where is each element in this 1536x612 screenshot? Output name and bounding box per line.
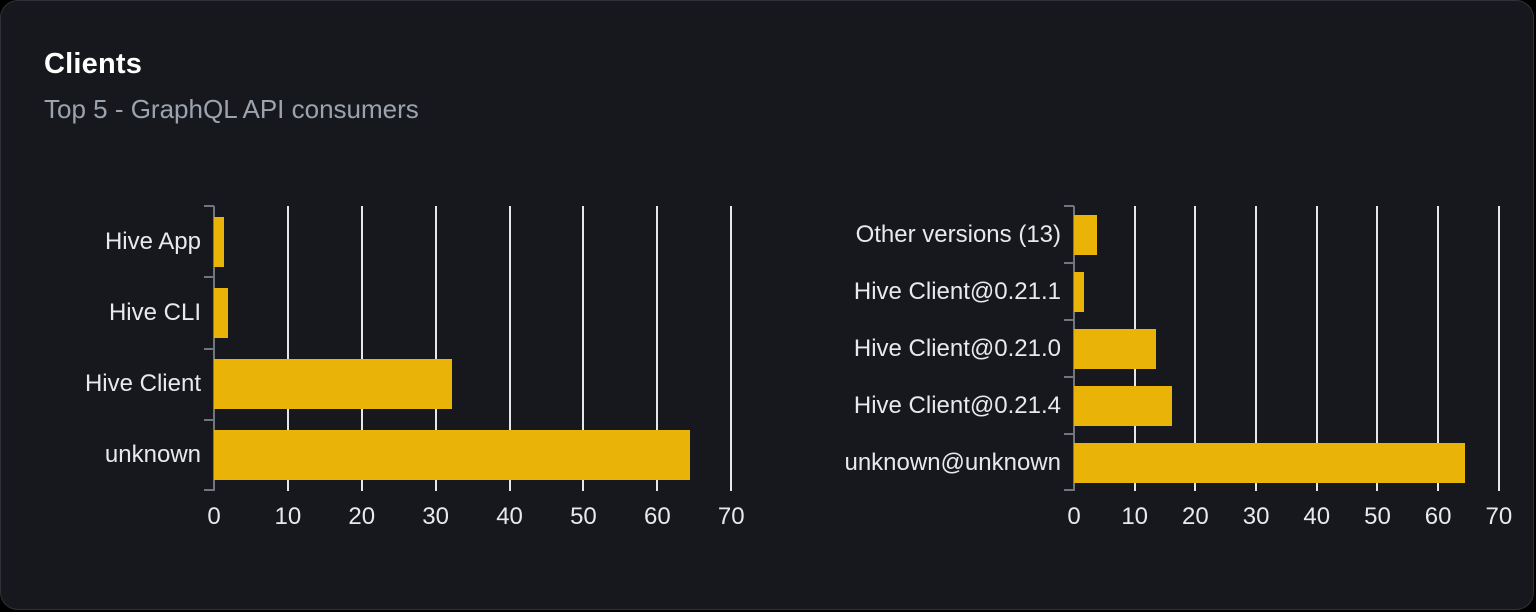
y-axis-label: Other versions (13) [855,220,1061,248]
bar[interactable] [214,359,452,410]
plot-area: 0 10 20 30 40 50 60 70 [1064,205,1512,530]
x-axis-label: 60 [643,503,671,530]
y-axis-label: Hive Client [84,370,201,398]
grid-line [1437,206,1440,491]
y-axis-label: unknown@unknown [844,448,1061,476]
chart-clients-by-version: Other versions (13) Hive Client@0.21.1 Hiv… [844,205,1512,530]
x-axis-label: 40 [496,503,523,530]
y-axis-label: Hive Client@0.21.4 [853,391,1061,419]
grid-line [360,206,363,491]
x-axis-label: 0 [1067,503,1081,530]
y-axis-label: Hive CLI [108,298,201,326]
grid-line [1315,206,1318,491]
y-axis-tick [1064,489,1074,491]
y-axis-tick [1064,205,1074,207]
grid-line [1255,206,1258,491]
card-title: Clients [44,48,143,80]
y-axis-line [213,206,215,491]
x-axis-label: 40 [1303,503,1331,530]
y-axis-label: unknown [104,441,201,469]
grid-line [730,206,733,491]
y-axis-labels: Hive App Hive CLI Hive Client unknown [44,206,214,491]
x-axis-label: 10 [274,503,302,530]
y-axis-tick [204,205,214,207]
x-axis-label: 0 [207,503,221,530]
x-axis-label: 20 [1182,503,1209,530]
y-axis-tick [1064,433,1074,435]
x-axis-label: 50 [570,503,597,530]
grid-line [1497,206,1500,491]
x-axis-label: 70 [717,503,745,530]
y-axis-tick [204,489,214,491]
x-axis-label: 10 [1121,503,1149,530]
y-axis-label: Hive App [104,227,201,255]
y-axis-tick [1064,319,1074,321]
grid-line [434,206,437,491]
bar[interactable] [214,216,225,267]
y-axis-tick [1064,376,1074,378]
x-axis-label: 70 [1485,503,1513,530]
y-axis-label: Hive Client@0.21.1 [853,277,1061,305]
bar[interactable] [1074,271,1085,312]
x-axis-label: 20 [348,503,376,530]
grid-line [1376,206,1379,491]
grid-line [582,206,585,491]
grid-line [1194,206,1197,491]
y-axis-label: Hive Client@0.21.0 [853,334,1061,362]
bar[interactable] [1074,442,1465,483]
card-subtitle: Top 5 - GraphQL API consumers [44,94,419,124]
x-axis-label: 30 [422,503,450,530]
bar[interactable] [214,430,690,481]
grid-line [508,206,511,491]
bar[interactable] [1074,214,1098,255]
bar[interactable] [1074,385,1172,426]
x-axis-labels: 0 10 20 30 40 50 60 70 [1067,491,1513,531]
grid-line [286,206,289,491]
x-axis-label: 50 [1364,503,1391,530]
x-axis-label: 60 [1424,503,1452,530]
x-axis-labels: 0 10 20 30 40 50 60 70 [207,491,746,531]
chart-clients-by-name: Hive App Hive CLI Hive Client unknown 0 10 20… [44,205,746,530]
bar[interactable] [214,287,229,338]
y-axis-labels: Other versions (13) Hive Client@0.21.1 Hiv… [844,206,1074,491]
y-axis-tick [1064,262,1074,264]
y-axis-tick [204,348,214,350]
y-axis-tick [204,276,214,278]
grid-line [656,206,659,491]
plot-area: 0 10 20 30 40 50 60 70 [204,205,746,530]
bar[interactable] [1074,328,1156,369]
x-axis-label: 30 [1242,503,1270,530]
y-axis-tick [204,419,214,421]
